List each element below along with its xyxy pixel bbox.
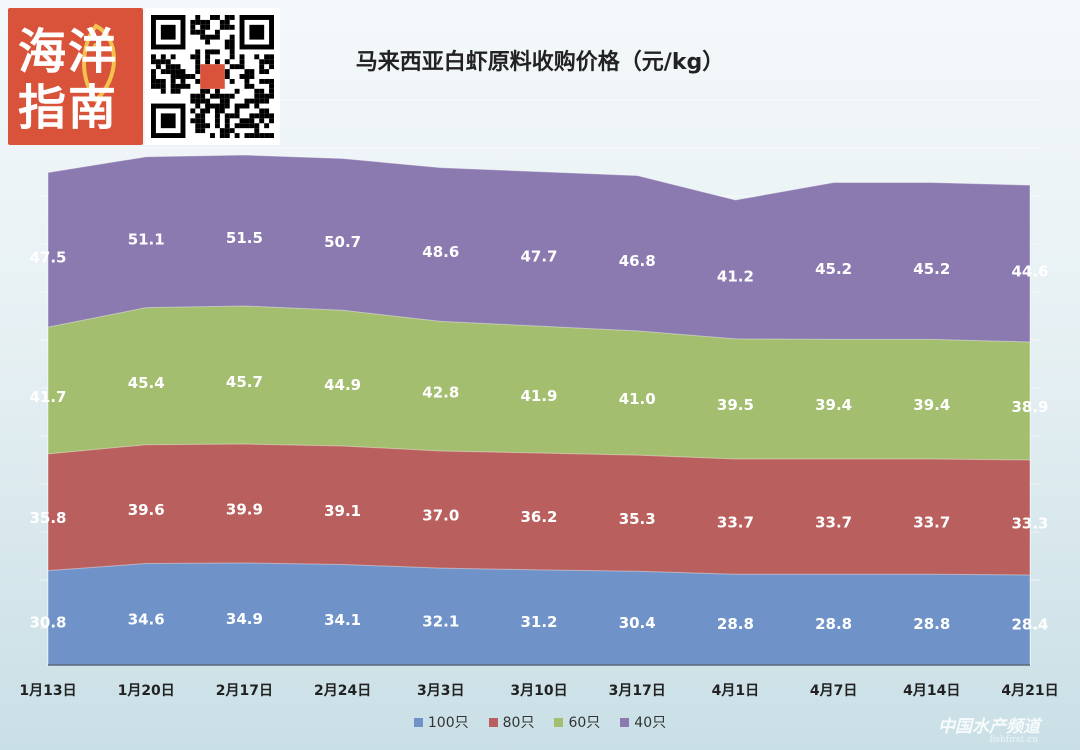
qr-code-icon bbox=[151, 15, 274, 138]
data-label-80: 36.2 bbox=[520, 508, 557, 526]
data-label-100: 34.1 bbox=[324, 611, 361, 629]
watermark-site: fishfirst.cn bbox=[989, 735, 1038, 745]
data-label-100: 34.9 bbox=[226, 610, 263, 628]
series-areas bbox=[47, 154, 1031, 666]
data-label-60: 39.4 bbox=[913, 396, 950, 414]
data-label-60: 39.4 bbox=[815, 396, 852, 414]
data-label-40: 44.6 bbox=[1011, 262, 1048, 280]
legend-label-80: 80只 bbox=[502, 715, 535, 731]
data-labels: 30.8 34.6 34.9 34.1 32.1 31.2 30.4 28.8 28.8 28.8… bbox=[29, 229, 1048, 633]
logo-line-1: 海洋 bbox=[18, 24, 119, 80]
legend: 100只 80只 60只 40只 bbox=[0, 712, 1080, 732]
data-label-80: 39.6 bbox=[128, 501, 165, 519]
data-label-80: 37.0 bbox=[422, 506, 459, 524]
data-label-80: 39.9 bbox=[226, 500, 263, 518]
x-tick-label: 3月10日 bbox=[510, 683, 567, 699]
x-tick-label: 2月17日 bbox=[216, 683, 273, 699]
data-label-80: 35.8 bbox=[29, 509, 66, 527]
data-label-100: 34.6 bbox=[128, 610, 165, 628]
x-tick-label: 4月1日 bbox=[712, 683, 759, 699]
data-label-80: 33.7 bbox=[717, 513, 754, 531]
data-label-60: 41.9 bbox=[520, 387, 557, 405]
legend-item-80: 80只 bbox=[488, 712, 535, 732]
x-tick-label: 3月17日 bbox=[609, 683, 666, 699]
legend-swatch-100 bbox=[413, 717, 423, 727]
legend-label-60: 60只 bbox=[568, 715, 601, 731]
data-label-100: 28.8 bbox=[717, 615, 754, 633]
data-label-80: 33.7 bbox=[815, 513, 852, 531]
data-label-60: 41.0 bbox=[619, 390, 656, 408]
data-label-40: 45.2 bbox=[815, 260, 852, 278]
legend-swatch-40 bbox=[620, 717, 630, 727]
x-axis: 1月13日 1月20日 2月17日 2月24日 3月3日 3月10日 3月17日 4月1日 4月… bbox=[19, 683, 1058, 699]
x-tick-label: 4月14日 bbox=[903, 683, 960, 699]
data-label-100: 28.4 bbox=[1011, 616, 1048, 634]
legend-item-40: 40只 bbox=[620, 712, 666, 732]
data-label-100: 30.8 bbox=[29, 614, 66, 632]
x-tick-label: 4月21日 bbox=[1001, 683, 1058, 699]
legend-label-100: 100只 bbox=[427, 715, 469, 731]
x-tick-label: 1月20日 bbox=[118, 683, 175, 699]
data-label-60: 44.9 bbox=[324, 376, 361, 394]
legend-item-100: 100只 bbox=[413, 712, 469, 732]
data-label-100: 32.1 bbox=[422, 612, 459, 630]
data-label-40: 50.7 bbox=[324, 233, 361, 251]
data-label-60: 45.4 bbox=[128, 374, 165, 392]
x-tick-label: 4月7日 bbox=[810, 683, 857, 699]
data-label-60: 42.8 bbox=[422, 384, 459, 402]
data-label-40: 45.2 bbox=[913, 260, 950, 278]
brand-logo: 海洋 指南 bbox=[8, 8, 143, 145]
data-label-40: 48.6 bbox=[422, 243, 459, 261]
x-tick-label: 1月13日 bbox=[19, 683, 76, 699]
data-label-80: 33.7 bbox=[913, 513, 950, 531]
logo-line-2: 指南 bbox=[18, 80, 119, 136]
fish-logo-icon bbox=[82, 23, 116, 103]
area-series-100 bbox=[47, 562, 1031, 666]
data-label-60: 39.5 bbox=[717, 396, 754, 414]
chart-title: 马来西亚白虾原料收购价格（元/kg） bbox=[355, 50, 725, 75]
data-label-60: 38.9 bbox=[1011, 398, 1048, 416]
data-label-60: 45.7 bbox=[226, 373, 263, 391]
data-label-60: 41.7 bbox=[29, 388, 66, 406]
data-label-40: 51.1 bbox=[128, 231, 165, 249]
data-label-40: 51.5 bbox=[226, 229, 263, 247]
data-label-100: 28.8 bbox=[913, 615, 950, 633]
data-label-80: 39.1 bbox=[324, 502, 361, 520]
data-label-80: 35.3 bbox=[619, 510, 656, 528]
data-label-40: 47.5 bbox=[29, 249, 66, 267]
legend-item-60: 60只 bbox=[554, 712, 600, 732]
legend-swatch-60 bbox=[554, 717, 564, 727]
data-label-100: 30.4 bbox=[619, 614, 656, 632]
watermark: 中国水产频道 bbox=[938, 717, 1040, 737]
qr-center-logo-icon bbox=[200, 64, 225, 89]
data-label-100: 28.8 bbox=[815, 615, 852, 633]
data-label-80: 33.3 bbox=[1011, 514, 1048, 532]
legend-swatch-80 bbox=[488, 717, 498, 727]
data-label-40: 46.8 bbox=[619, 252, 656, 270]
legend-label-40: 40只 bbox=[634, 715, 667, 731]
x-tick-label: 2月24日 bbox=[314, 683, 371, 699]
data-label-40: 41.2 bbox=[717, 267, 754, 285]
data-label-100: 31.2 bbox=[520, 613, 557, 631]
qr-code bbox=[145, 8, 280, 145]
data-label-40: 47.7 bbox=[520, 248, 557, 266]
x-tick-label: 3月3日 bbox=[417, 683, 464, 699]
